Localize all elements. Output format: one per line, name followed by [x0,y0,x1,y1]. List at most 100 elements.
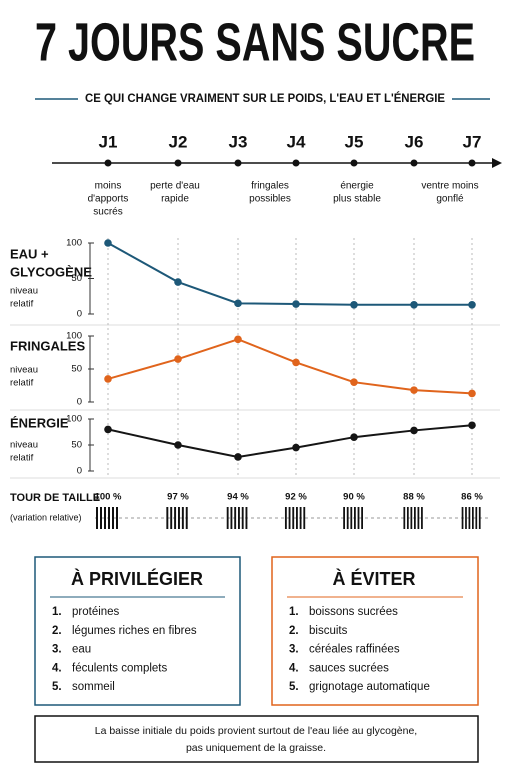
data-point [104,239,112,247]
waist-barcode [96,507,118,529]
waist-value: 92 % [285,492,307,503]
timeline-note: d'apports [88,194,129,205]
day-label: J2 [169,132,188,151]
list-number: 3. [52,644,62,656]
barcode-stripe [96,507,98,529]
waist-barcode [284,507,306,529]
barcode-stripe [116,507,118,529]
y-axis-label: niveau [10,286,38,297]
waist-barcode [166,507,188,529]
barcode-stripe [292,507,295,529]
barcode-stripe [354,507,356,529]
waist-value: 100 % [95,492,122,503]
list-item: féculents complets [72,662,167,674]
timeline-note: perte d'eau [150,181,200,192]
list-number: 4. [289,662,299,674]
barcode-stripe [100,507,102,529]
timeline-note: gonflé [436,194,464,205]
note-box [34,715,479,763]
barcode-stripe [303,507,306,529]
timeline-note: plus stable [333,194,381,205]
list-number: 1. [289,606,299,618]
list-number: 2. [289,625,299,637]
barcode-stripe [226,507,229,529]
timeline-note: ventre moins [421,181,478,192]
day-label: J5 [345,132,364,151]
note-text: La baisse initiale du poids provient sur… [95,725,417,737]
barcode-stripe [288,507,291,529]
barcode-stripe [465,507,467,529]
favor-box [34,556,241,706]
list-title: À ÉVITER [332,568,415,589]
y-axis-label: relatif [10,378,34,389]
y-tick-label: 100 [66,414,82,425]
y-axis-label: niveau [10,440,38,451]
list-number: 5. [52,681,62,693]
waist-value: 90 % [343,492,365,503]
data-point [410,426,418,435]
barcode-stripe [108,507,110,529]
y-axis-label: relatif [10,453,34,464]
data-point [174,355,182,363]
timeline-dot [174,159,182,167]
barcode-stripe [104,507,106,529]
day-label: J7 [463,132,482,151]
timeline-note: possibles [249,194,291,205]
data-point [104,375,112,383]
barcode-stripe [478,507,481,529]
timeline-note: rapide [161,194,189,205]
barcode-stripe [174,507,177,529]
timeline-note: moins [95,181,122,192]
waist-barcode [403,507,423,529]
chart-title: ÉNERGIE [10,415,69,430]
data-point [174,278,182,286]
list-number: 1. [52,606,62,618]
barcode-stripe [472,507,474,529]
list-item: biscuits [309,625,348,637]
waist-barcode [226,507,248,529]
timeline-dot [410,159,418,167]
subtitle: CE QUI CHANGE VRAIMENT SUR LE POIDS, L'E… [85,90,445,105]
y-tick-label: 50 [71,364,82,375]
barcode-stripe [417,507,420,529]
data-point [292,358,300,367]
note-text: pas uniquement de la graisse. [186,742,326,754]
data-point [292,443,300,452]
data-point [350,433,358,442]
y-axis-label: relatif [10,299,34,310]
barcode-stripe [178,507,180,529]
day-label: J6 [405,132,424,151]
barcode-stripe [234,507,237,529]
y-tick-label: 100 [66,238,82,249]
list-item: céréales raffinées [309,644,400,656]
timeline-note: sucrés [93,207,122,218]
barcode-stripe [350,507,353,529]
day-label: J1 [99,132,118,151]
chart-title: EAU + [10,246,49,261]
data-point [174,441,182,449]
barcode-stripe [238,507,240,529]
y-tick-label: 50 [71,273,82,284]
data-point [410,386,418,394]
list-item: protéines [72,606,120,618]
list-item: eau [72,644,91,656]
waist-sublabel: (variation relative) [10,512,82,522]
list-number: 2. [52,625,62,637]
data-point [104,425,112,434]
barcode-stripe [410,507,413,529]
barcode-stripe [406,507,409,529]
day-label: J4 [287,132,306,151]
timeline-arrow [492,158,502,168]
barcode-stripe [181,507,184,529]
list-item: grignotage automatique [309,681,430,693]
timeline-dot [234,159,242,167]
y-tick-label: 0 [77,397,82,408]
barcode-stripe [112,507,114,529]
timeline-dot [468,159,476,167]
data-point [234,299,242,308]
barcode-stripe [185,507,188,529]
barcode-stripe [245,507,248,529]
barcode-stripe [357,507,360,529]
